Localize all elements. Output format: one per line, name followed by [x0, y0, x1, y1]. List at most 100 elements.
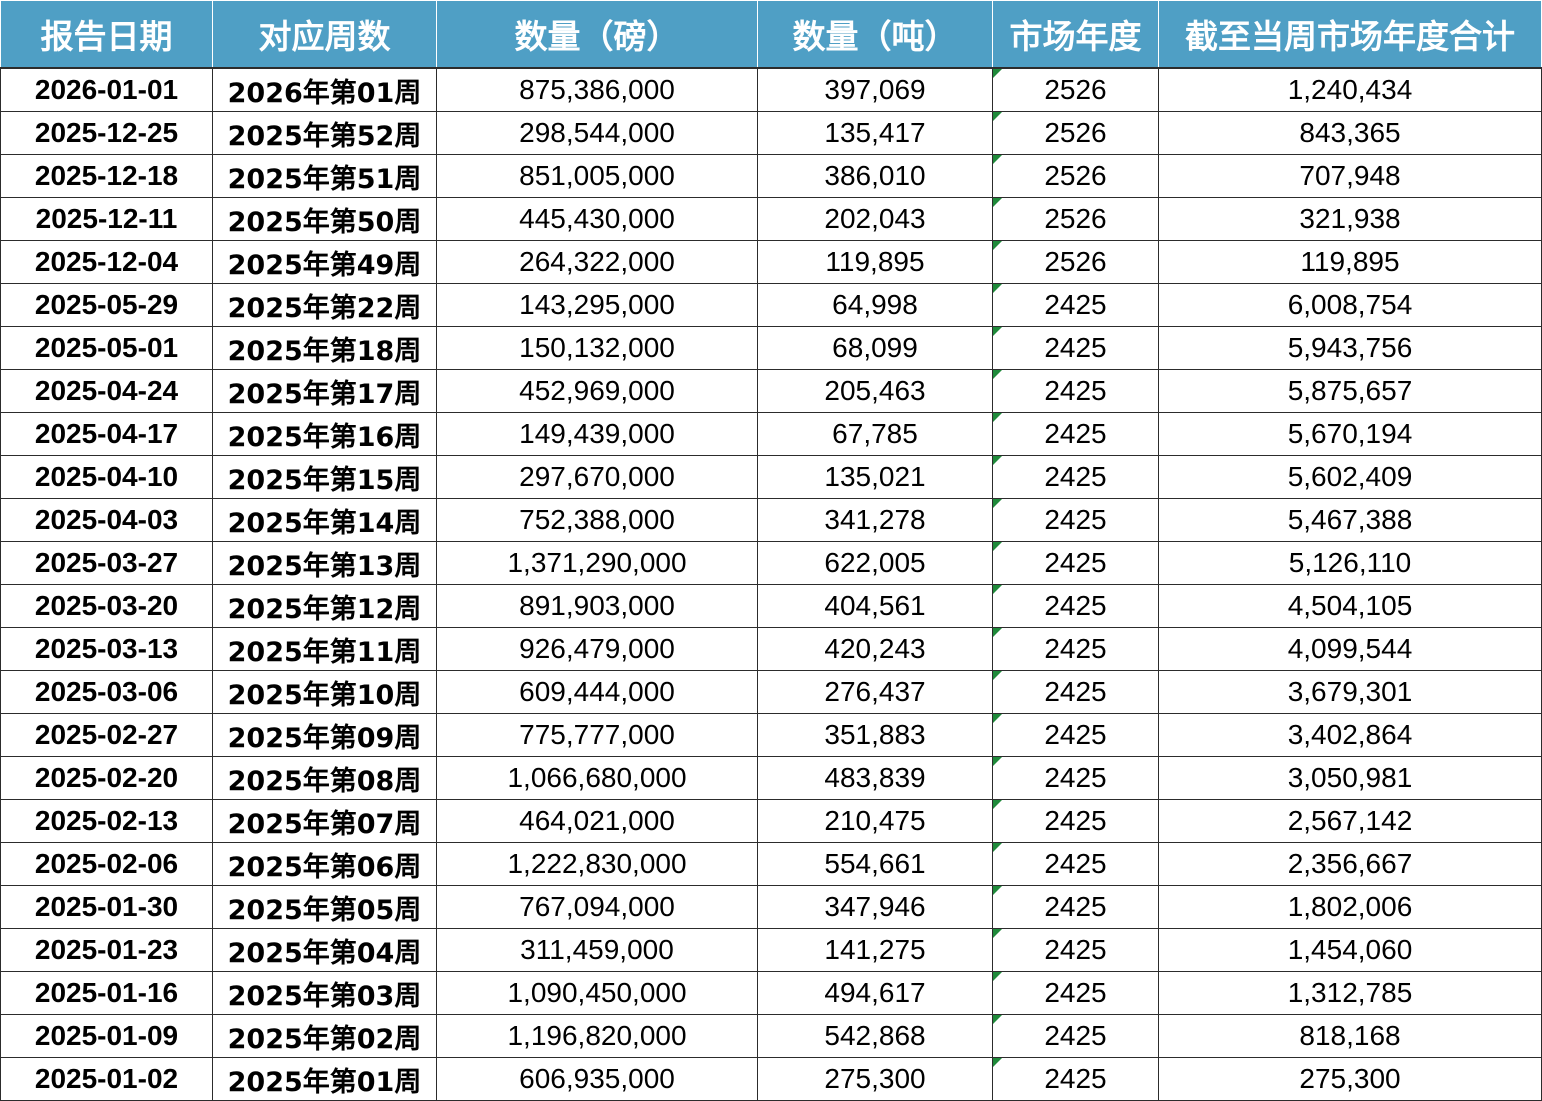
cell-week-number[interactable]: 2025年第50周: [212, 197, 437, 241]
cell-report-date[interactable]: 2025-05-01: [0, 326, 213, 370]
cell-quantity-pounds[interactable]: 311,459,000: [436, 928, 758, 972]
cell-report-date[interactable]: 2025-03-27: [0, 541, 213, 585]
cell-week-number[interactable]: 2025年第22周: [212, 283, 437, 327]
cell-market-year[interactable]: 2425: [992, 971, 1159, 1015]
cell-quantity-tons[interactable]: 554,661: [757, 842, 993, 886]
cell-market-year[interactable]: 2425: [992, 326, 1159, 370]
cell-quantity-tons[interactable]: 64,998: [757, 283, 993, 327]
cell-cumulative-total[interactable]: 1,454,060: [1158, 928, 1542, 972]
cell-quantity-pounds[interactable]: 445,430,000: [436, 197, 758, 241]
cell-quantity-tons[interactable]: 275,300: [757, 1057, 993, 1101]
header-report-date[interactable]: 报告日期: [0, 0, 213, 69]
cell-quantity-pounds[interactable]: 1,222,830,000: [436, 842, 758, 886]
cell-report-date[interactable]: 2025-01-09: [0, 1014, 213, 1058]
cell-report-date[interactable]: 2025-01-02: [0, 1057, 213, 1101]
cell-week-number[interactable]: 2025年第16周: [212, 412, 437, 456]
cell-report-date[interactable]: 2025-04-10: [0, 455, 213, 499]
cell-week-number[interactable]: 2025年第05周: [212, 885, 437, 929]
cell-market-year[interactable]: 2526: [992, 197, 1159, 241]
header-quantity-tons[interactable]: 数量（吨）: [757, 0, 993, 69]
cell-market-year[interactable]: 2425: [992, 584, 1159, 628]
cell-quantity-pounds[interactable]: 143,295,000: [436, 283, 758, 327]
cell-report-date[interactable]: 2025-02-27: [0, 713, 213, 757]
cell-quantity-tons[interactable]: 135,021: [757, 455, 993, 499]
cell-quantity-tons[interactable]: 494,617: [757, 971, 993, 1015]
cell-week-number[interactable]: 2025年第03周: [212, 971, 437, 1015]
cell-report-date[interactable]: 2025-03-13: [0, 627, 213, 671]
cell-week-number[interactable]: 2025年第04周: [212, 928, 437, 972]
cell-market-year[interactable]: 2425: [992, 369, 1159, 413]
header-week-number[interactable]: 对应周数: [212, 0, 437, 69]
cell-quantity-tons[interactable]: 276,437: [757, 670, 993, 714]
cell-quantity-pounds[interactable]: 752,388,000: [436, 498, 758, 542]
cell-quantity-pounds[interactable]: 606,935,000: [436, 1057, 758, 1101]
cell-quantity-pounds[interactable]: 1,371,290,000: [436, 541, 758, 585]
cell-report-date[interactable]: 2025-03-20: [0, 584, 213, 628]
cell-quantity-tons[interactable]: 68,099: [757, 326, 993, 370]
cell-cumulative-total[interactable]: 1,802,006: [1158, 885, 1542, 929]
cell-market-year[interactable]: 2425: [992, 713, 1159, 757]
cell-cumulative-total[interactable]: 5,670,194: [1158, 412, 1542, 456]
cell-cumulative-total[interactable]: 5,602,409: [1158, 455, 1542, 499]
cell-week-number[interactable]: 2025年第17周: [212, 369, 437, 413]
cell-market-year[interactable]: 2526: [992, 111, 1159, 155]
cell-week-number[interactable]: 2025年第14周: [212, 498, 437, 542]
cell-report-date[interactable]: 2025-12-25: [0, 111, 213, 155]
cell-market-year[interactable]: 2526: [992, 240, 1159, 284]
cell-market-year[interactable]: 2425: [992, 928, 1159, 972]
cell-cumulative-total[interactable]: 1,240,434: [1158, 68, 1542, 112]
cell-report-date[interactable]: 2025-05-29: [0, 283, 213, 327]
cell-report-date[interactable]: 2025-03-06: [0, 670, 213, 714]
cell-quantity-tons[interactable]: 386,010: [757, 154, 993, 198]
cell-report-date[interactable]: 2025-04-17: [0, 412, 213, 456]
cell-cumulative-total[interactable]: 3,679,301: [1158, 670, 1542, 714]
cell-quantity-tons[interactable]: 542,868: [757, 1014, 993, 1058]
cell-market-year[interactable]: 2425: [992, 1014, 1159, 1058]
cell-market-year[interactable]: 2425: [992, 627, 1159, 671]
cell-quantity-pounds[interactable]: 150,132,000: [436, 326, 758, 370]
cell-market-year[interactable]: 2526: [992, 68, 1159, 112]
cell-cumulative-total[interactable]: 5,875,657: [1158, 369, 1542, 413]
cell-quantity-pounds[interactable]: 891,903,000: [436, 584, 758, 628]
cell-report-date[interactable]: 2025-01-23: [0, 928, 213, 972]
cell-market-year[interactable]: 2425: [992, 1057, 1159, 1101]
cell-quantity-tons[interactable]: 397,069: [757, 68, 993, 112]
cell-cumulative-total[interactable]: 818,168: [1158, 1014, 1542, 1058]
cell-report-date[interactable]: 2025-01-16: [0, 971, 213, 1015]
cell-quantity-pounds[interactable]: 264,322,000: [436, 240, 758, 284]
cell-cumulative-total[interactable]: 4,504,105: [1158, 584, 1542, 628]
cell-quantity-pounds[interactable]: 452,969,000: [436, 369, 758, 413]
cell-quantity-tons[interactable]: 351,883: [757, 713, 993, 757]
cell-quantity-tons[interactable]: 141,275: [757, 928, 993, 972]
header-cumulative-total[interactable]: 截至当周市场年度合计: [1158, 0, 1542, 69]
cell-quantity-pounds[interactable]: 464,021,000: [436, 799, 758, 843]
cell-report-date[interactable]: 2025-12-18: [0, 154, 213, 198]
cell-cumulative-total[interactable]: 3,050,981: [1158, 756, 1542, 800]
cell-week-number[interactable]: 2025年第15周: [212, 455, 437, 499]
cell-quantity-pounds[interactable]: 1,090,450,000: [436, 971, 758, 1015]
cell-quantity-tons[interactable]: 420,243: [757, 627, 993, 671]
cell-quantity-pounds[interactable]: 775,777,000: [436, 713, 758, 757]
cell-cumulative-total[interactable]: 5,126,110: [1158, 541, 1542, 585]
cell-cumulative-total[interactable]: 3,402,864: [1158, 713, 1542, 757]
cell-market-year[interactable]: 2425: [992, 412, 1159, 456]
cell-report-date[interactable]: 2025-04-03: [0, 498, 213, 542]
cell-report-date[interactable]: 2025-12-11: [0, 197, 213, 241]
header-quantity-pounds[interactable]: 数量（磅）: [436, 0, 758, 69]
cell-cumulative-total[interactable]: 843,365: [1158, 111, 1542, 155]
cell-cumulative-total[interactable]: 5,467,388: [1158, 498, 1542, 542]
cell-market-year[interactable]: 2425: [992, 541, 1159, 585]
cell-market-year[interactable]: 2425: [992, 670, 1159, 714]
cell-cumulative-total[interactable]: 707,948: [1158, 154, 1542, 198]
cell-cumulative-total[interactable]: 119,895: [1158, 240, 1542, 284]
cell-quantity-pounds[interactable]: 149,439,000: [436, 412, 758, 456]
cell-quantity-tons[interactable]: 210,475: [757, 799, 993, 843]
cell-quantity-pounds[interactable]: 926,479,000: [436, 627, 758, 671]
cell-report-date[interactable]: 2025-02-06: [0, 842, 213, 886]
cell-quantity-tons[interactable]: 119,895: [757, 240, 993, 284]
cell-report-date[interactable]: 2026-01-01: [0, 68, 213, 112]
cell-week-number[interactable]: 2025年第18周: [212, 326, 437, 370]
cell-quantity-pounds[interactable]: 875,386,000: [436, 68, 758, 112]
header-market-year[interactable]: 市场年度: [992, 0, 1159, 69]
cell-quantity-tons[interactable]: 483,839: [757, 756, 993, 800]
